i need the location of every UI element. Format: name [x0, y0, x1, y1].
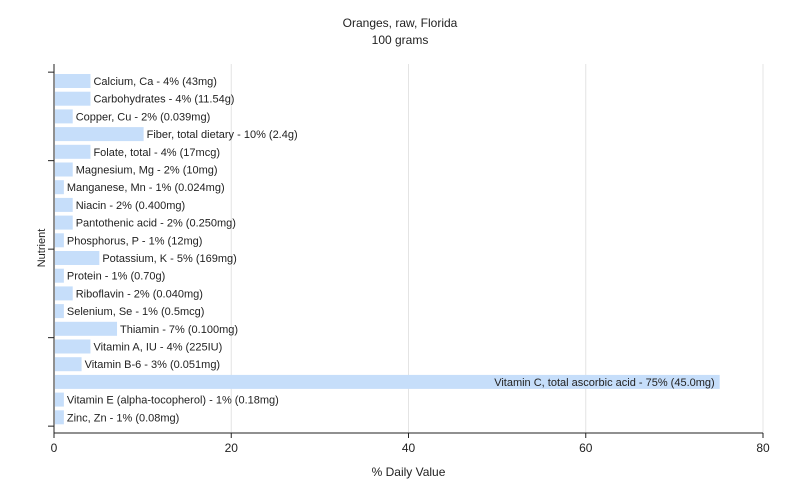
- bar: [55, 374, 720, 389]
- bar-label: Niacin - 2% (0.400mg): [76, 200, 185, 212]
- bar-label: Folate, total - 4% (17mcg): [93, 147, 220, 159]
- bars: [55, 74, 720, 425]
- axes: 0 20 40 60 80: [48, 64, 770, 455]
- x-tick-label: 0: [51, 441, 58, 455]
- bar: [55, 410, 64, 425]
- bar: [55, 180, 64, 195]
- bar: [55, 251, 100, 265]
- bar-label: Vitamin A, IU - 4% (225IU): [93, 342, 222, 354]
- bar-label: Carbohydrates - 4% (11.54g): [93, 94, 234, 106]
- bar-label: Vitamin B-6 - 3% (0.051mg): [85, 359, 221, 371]
- bar: [55, 197, 73, 212]
- x-tick-label: 60: [579, 441, 593, 455]
- bar: [55, 233, 64, 248]
- bar: [55, 321, 118, 336]
- bar-label: Vitamin C, total ascorbic acid - 75% (45…: [494, 377, 715, 389]
- bar-label: Phosphorus, P - 1% (12mg): [67, 235, 203, 247]
- x-tick-label: 80: [756, 441, 770, 455]
- bar: [55, 162, 73, 177]
- bar-label: Selenium, Se - 1% (0.5mcg): [67, 306, 205, 318]
- bar: [55, 357, 82, 372]
- bar-labels: Calcium, Ca - 4% (43mg) Carbohydrates - 4…: [67, 76, 715, 424]
- bar: [55, 286, 73, 301]
- grid-lines: [230, 64, 764, 433]
- y-axis-title: Nutrient: [36, 228, 48, 268]
- x-tick-label: 20: [225, 441, 239, 455]
- bar-label: Fiber, total dietary - 10% (2.4g): [147, 129, 298, 141]
- bar: [55, 91, 91, 106]
- bar: [55, 268, 64, 283]
- x-tick-label: 40: [402, 441, 416, 455]
- bar: [55, 215, 73, 230]
- bar: [55, 392, 64, 407]
- bar: [55, 109, 73, 124]
- bar-label: Riboflavin - 2% (0.040mg): [76, 288, 203, 300]
- bar: [55, 74, 91, 88]
- bar: [55, 144, 91, 159]
- bar-label: Calcium, Ca - 4% (43mg): [93, 76, 216, 88]
- chart-subtitle: 100 grams: [371, 33, 429, 47]
- bar-label: Thiamin - 7% (0.100mg): [120, 324, 238, 336]
- bar-label: Vitamin E (alpha-tocopherol) - 1% (0.18m…: [67, 395, 279, 407]
- bar: [55, 127, 144, 142]
- bar-label: Pantothenic acid - 2% (0.250mg): [76, 218, 236, 230]
- bar: [55, 304, 64, 319]
- bar-label: Manganese, Mn - 1% (0.024mg): [67, 182, 225, 194]
- bar-label: Magnesium, Mg - 2% (10mg): [76, 165, 218, 177]
- bar-label: Potassium, K - 5% (169mg): [102, 253, 237, 265]
- bar-label: Protein - 1% (0.70g): [67, 271, 165, 283]
- bar: [55, 339, 91, 354]
- bar-label: Zinc, Zn - 1% (0.08mg): [67, 412, 179, 424]
- chart-title: Oranges, raw, Florida: [342, 16, 458, 30]
- bar-label: Copper, Cu - 2% (0.039mg): [76, 111, 211, 123]
- x-axis-title: % Daily Value: [371, 465, 446, 479]
